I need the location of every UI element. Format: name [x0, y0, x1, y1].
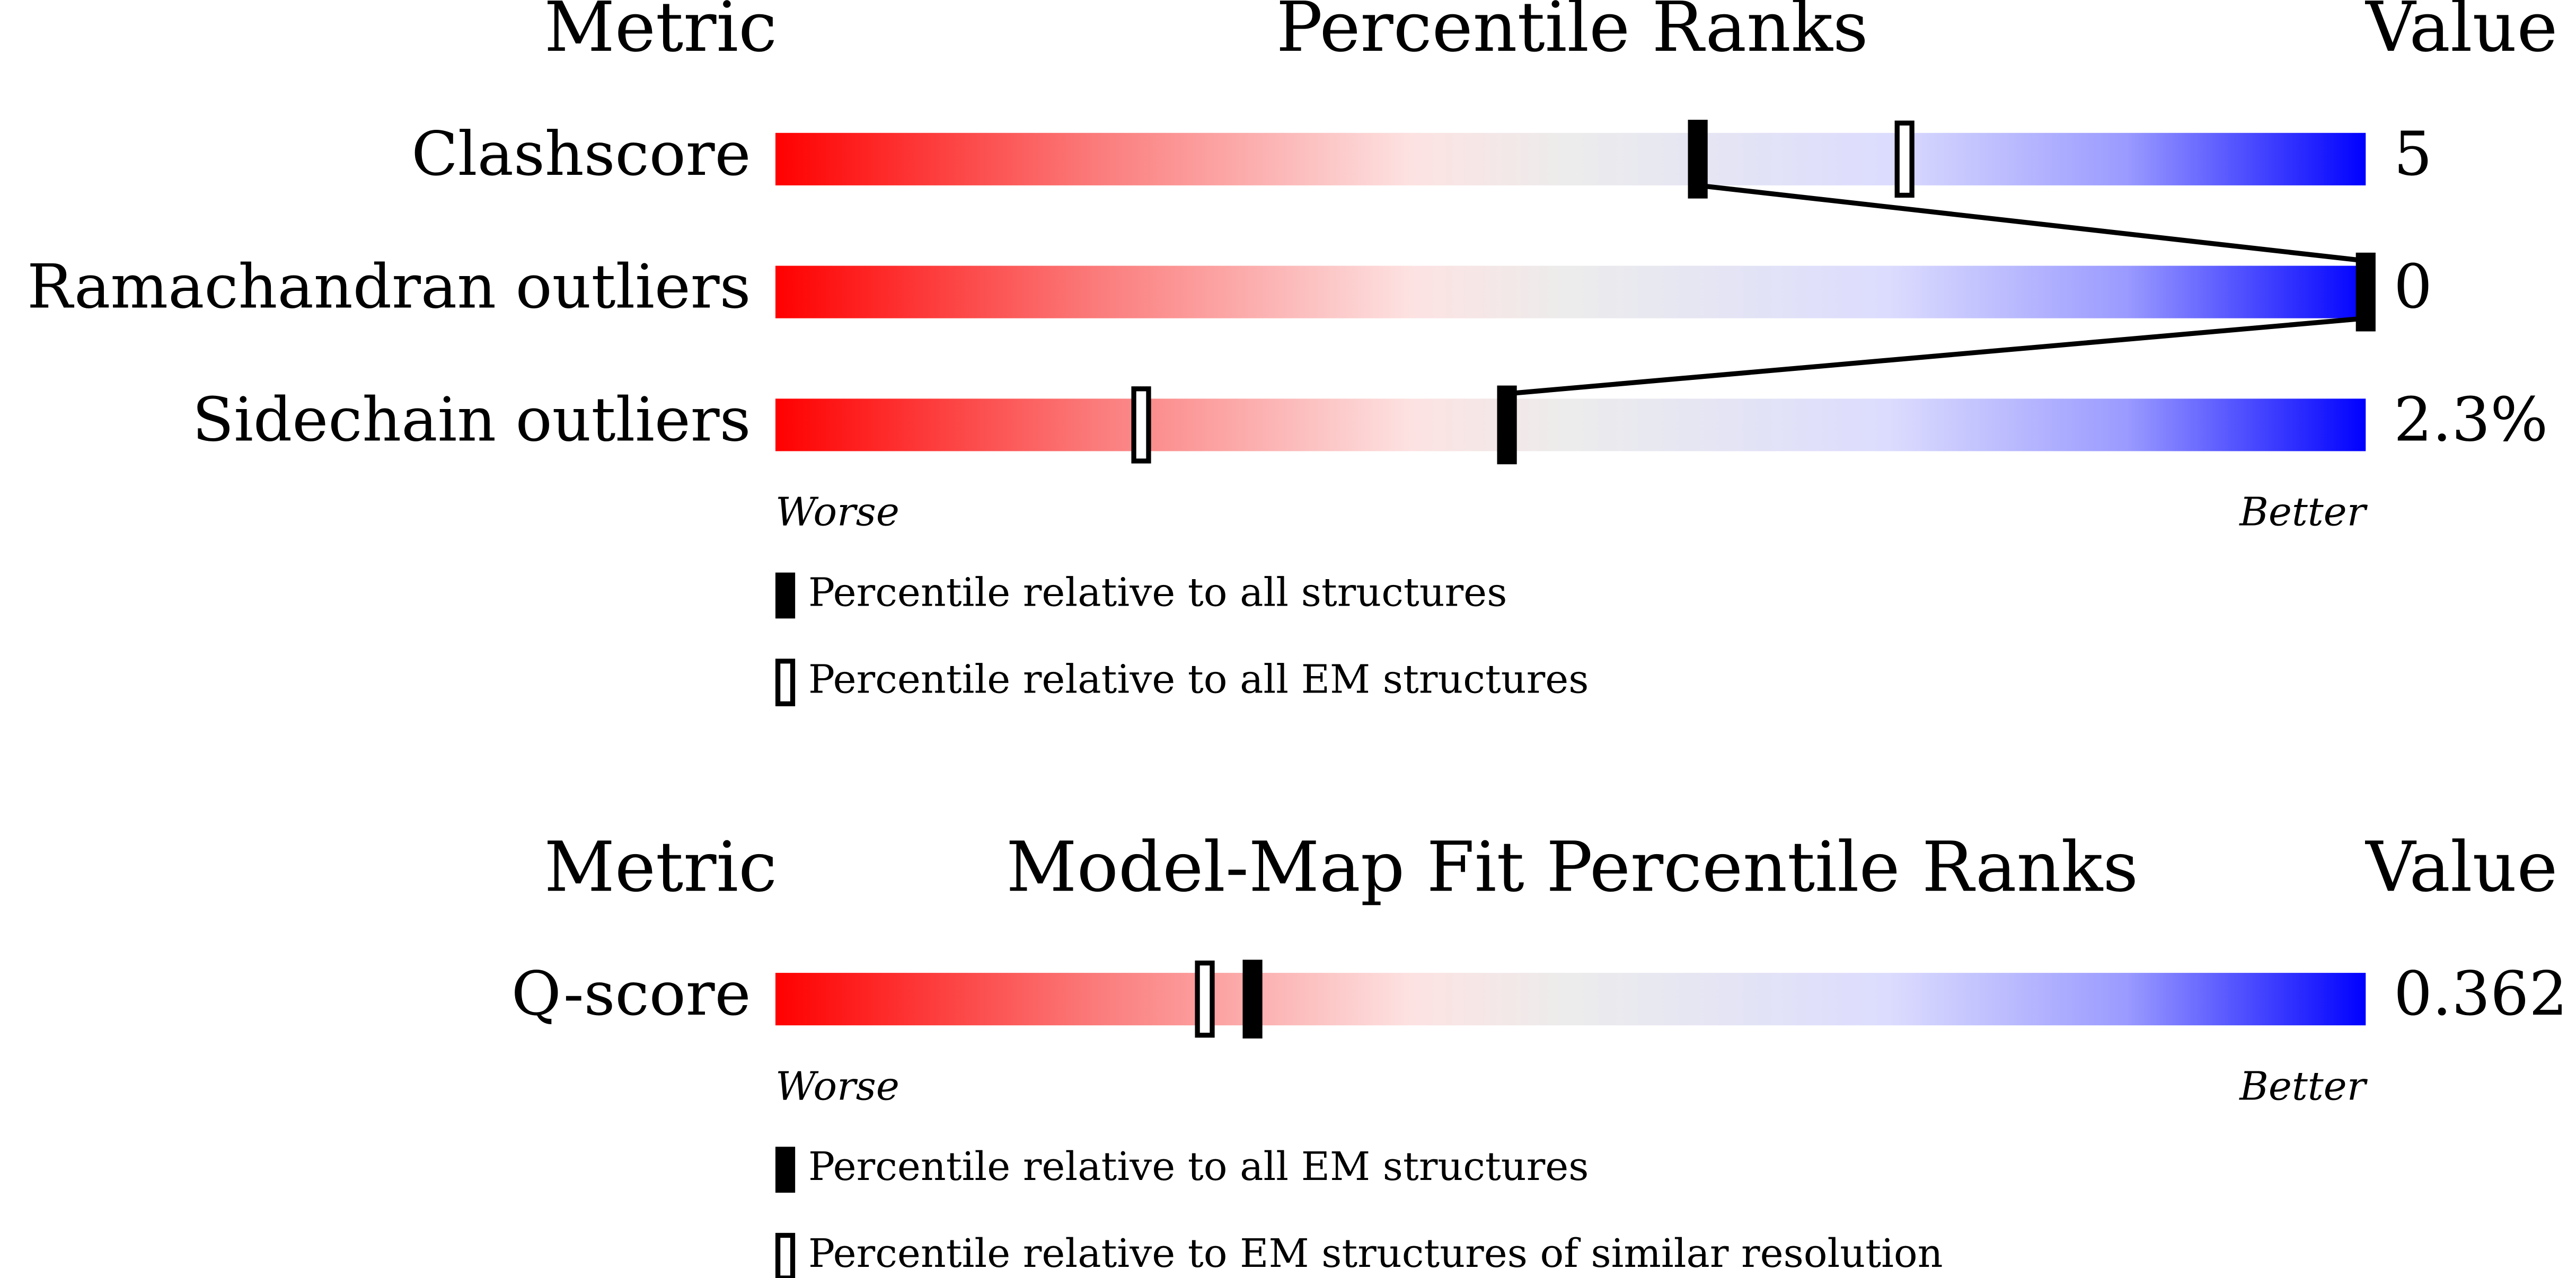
- legend-filled-icon: [775, 572, 796, 619]
- value-header: Value: [2365, 0, 2557, 67]
- legend-label: Percentile relative to all EM structures: [808, 1143, 1589, 1190]
- legend-open-icon: [775, 1232, 796, 1278]
- legend-label: Percentile relative to all structures: [808, 569, 1507, 615]
- metric-label: Q-score: [511, 959, 751, 1030]
- slider-bar: [775, 265, 2366, 318]
- slider-bar: [775, 132, 2366, 185]
- filled-marker: [1497, 385, 1517, 465]
- metric-value: 0: [2394, 252, 2432, 323]
- worse-label: Worse: [775, 489, 899, 535]
- legend-open-icon: [775, 659, 796, 706]
- legend-label: Percentile relative to all EM structures: [808, 656, 1589, 703]
- metric-value: 2.3%: [2394, 385, 2548, 455]
- slider-bar: [775, 398, 2366, 451]
- connector: [1697, 183, 2366, 263]
- open-marker: [1131, 386, 1151, 464]
- connector: [1506, 316, 2366, 396]
- metric-header: Metric: [544, 0, 777, 67]
- legend-filled-icon: [775, 1147, 796, 1193]
- value-header: Value: [2365, 827, 2557, 907]
- metric-header: Metric: [544, 827, 777, 907]
- filled-marker: [1242, 960, 1263, 1039]
- panel-title: Model-Map Fit Percentile Ranks: [1006, 827, 2138, 907]
- metric-value: 0.362: [2394, 959, 2568, 1030]
- open-marker: [1195, 960, 1215, 1038]
- legend-label: Percentile relative to EM structures of …: [808, 1230, 1943, 1276]
- metric-label: Clashscore: [411, 119, 751, 190]
- panel-title: Percentile Ranks: [1276, 0, 1868, 67]
- worse-label: Worse: [775, 1063, 899, 1109]
- open-marker: [1894, 120, 1915, 198]
- better-label: Better: [2238, 489, 2368, 535]
- slider-bar: [775, 973, 2366, 1026]
- better-label: Better: [2238, 1063, 2368, 1109]
- metric-label: Sidechain outliers: [192, 385, 751, 455]
- metric-label: Ramachandran outliers: [27, 252, 751, 323]
- metric-value: 5: [2394, 119, 2432, 190]
